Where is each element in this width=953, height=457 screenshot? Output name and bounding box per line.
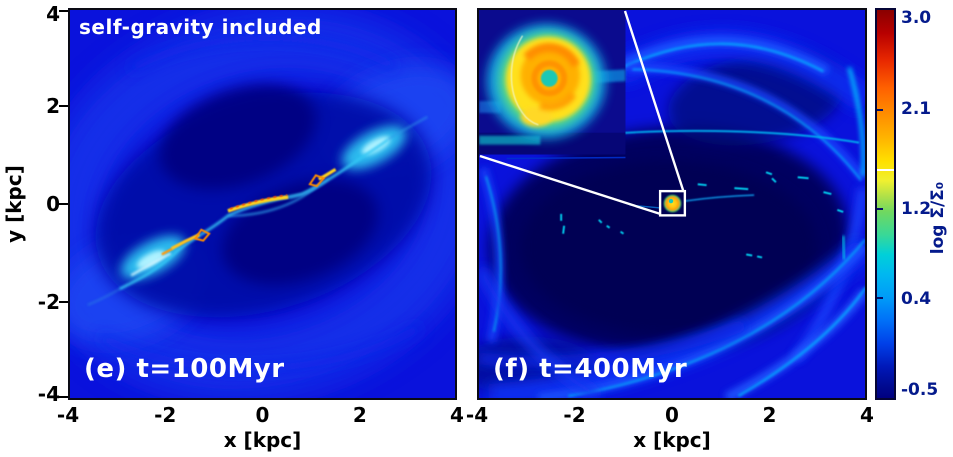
faint-filament-line (506, 156, 626, 160)
y-tickmark (59, 10, 68, 12)
colorbar-tickmark (877, 208, 883, 211)
y-tickmark (59, 301, 68, 303)
nuclear-disk-inset (479, 10, 626, 155)
panel-e-annotation: self-gravity included (79, 15, 322, 39)
colorbar-tick-1.2: 1.2 (901, 199, 932, 220)
x-tick-e-0: 0 (255, 403, 270, 427)
bar-filament (87, 116, 428, 306)
arm-intrusion (841, 235, 846, 260)
colorbar-tick-0.4: 0.4 (901, 289, 932, 310)
x-tick-f-m2: -2 (563, 403, 586, 427)
panel-e-density-map: self-gravity included (e) t=100Myr (68, 8, 457, 400)
inset-connector-lines (479, 10, 685, 216)
x-tick-f-4: 4 (860, 403, 874, 427)
galaxy-map-f (479, 10, 865, 398)
x-tick-e-m2: -2 (154, 403, 177, 427)
colorbar-axis-label: log Σ/Σ₀ (928, 181, 948, 255)
x-tick-f-0: 0 (665, 403, 679, 427)
x-axis-label-f: x [kpc] (633, 428, 711, 452)
colorbar-tickmark (877, 297, 883, 300)
panel-f-density-map: (f) t=400Myr (477, 8, 867, 400)
nuclear-disk-hole (668, 198, 674, 204)
galaxy-map-e (70, 10, 455, 398)
colorbar-threshold-line (877, 169, 894, 171)
colorbar-gradient (877, 10, 894, 398)
x-tick-e-4: 4 (450, 403, 464, 427)
y-tickmark (59, 105, 68, 107)
colorbar-tick-3.0: 3.0 (901, 7, 932, 28)
panel-e-label: (e) t=100Myr (84, 354, 285, 384)
dark-bar-region (95, 84, 432, 318)
x-tick-e-2: 2 (352, 403, 367, 427)
zoom-region-box (658, 189, 687, 217)
colorbar (875, 8, 896, 400)
y-tickmark (59, 396, 68, 398)
colorbar-tick-2.1: 2.1 (901, 98, 932, 119)
panel-f-label: (f) t=400Myr (493, 354, 688, 384)
nuclear-disk-blob (663, 194, 682, 213)
spiral-arms (479, 28, 865, 398)
cavity-clumps (560, 171, 844, 259)
colorbar-tickmark (877, 108, 883, 111)
x-tick-f-m4: -4 (465, 403, 489, 427)
colorbar-tick-m0.5: -0.5 (901, 380, 939, 401)
y-tick-2: 2 (46, 94, 60, 118)
y-tick-m4: -4 (37, 382, 60, 406)
x-tick-e-m4: -4 (56, 403, 80, 427)
y-tick-0: 0 (46, 192, 60, 216)
y-tickmark (59, 203, 68, 205)
y-axis-label: y [kpc] (2, 165, 26, 243)
y-tick-4: 4 (46, 2, 60, 26)
x-axis-label-e: x [kpc] (223, 428, 302, 452)
nuclear-filament (684, 194, 755, 202)
x-tick-f-2: 2 (762, 403, 777, 427)
y-tick-m2: -2 (37, 290, 60, 314)
